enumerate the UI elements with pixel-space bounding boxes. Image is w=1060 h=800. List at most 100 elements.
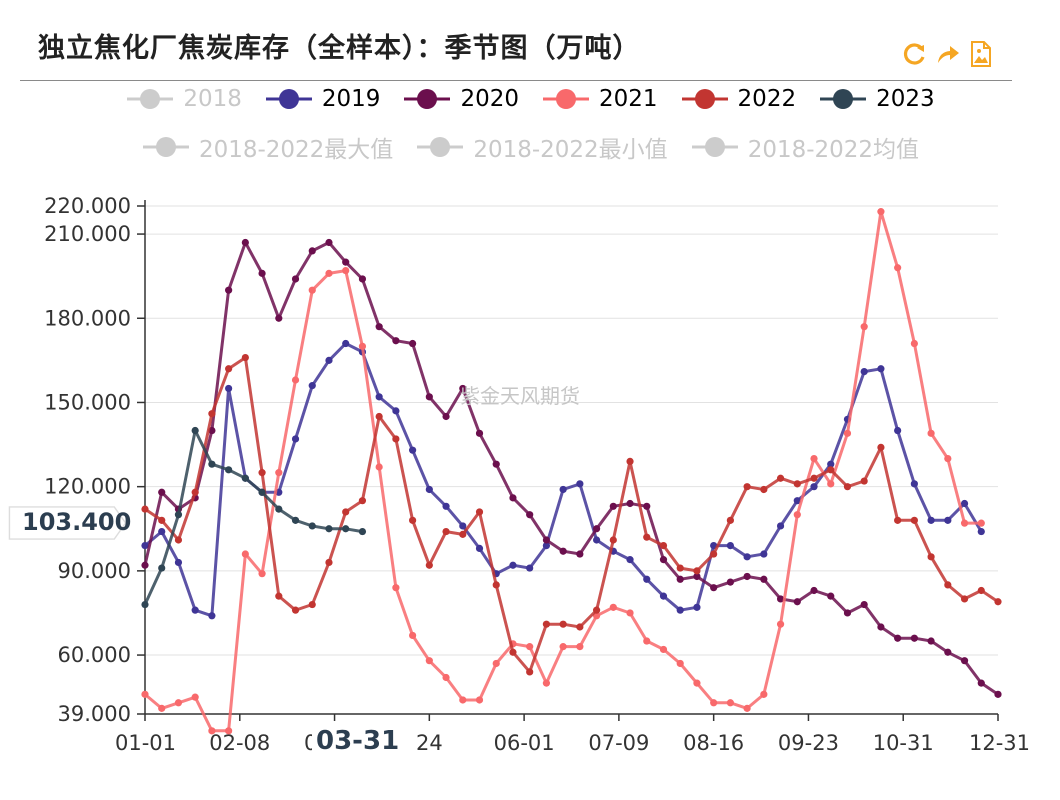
data-point-2021 [375,463,383,471]
data-point-2021 [191,693,199,701]
legend-label: 2022 [737,86,797,112]
data-point-2021 [258,570,266,578]
refresh-icon[interactable] [902,40,928,68]
data-point-2022 [592,606,601,614]
data-point-2019 [425,485,433,494]
data-point-2020 [492,460,500,468]
data-point-2019 [475,544,484,553]
data-point-2019 [542,542,551,550]
data-point-2022 [960,595,969,603]
series-2022 [141,353,1002,676]
data-point-2021 [141,690,149,698]
data-point-2019 [291,435,300,443]
save-image-icon[interactable] [968,40,994,68]
legend-item-2018-2022最小值[interactable]: 2018-2022最小值 [415,130,668,164]
data-point-2022 [375,412,383,421]
data-point-2023 [208,460,216,468]
data-point-2023 [342,525,350,533]
data-point-2020 [526,511,534,519]
data-point-2022 [291,606,300,614]
legend-item-2018[interactable]: 2018 [125,86,242,112]
data-point-2019 [626,556,634,564]
data-point-2021 [843,429,852,437]
data-point-2019 [459,522,467,530]
data-point-2020 [960,657,969,665]
data-point-2021 [643,637,651,645]
series-2023 [141,426,367,609]
data-point-2020 [910,634,918,642]
legend-swatch [820,89,867,109]
legend-item-2021[interactable]: 2021 [541,86,658,112]
axis-pointer-y-label: 103.400 [22,508,132,536]
data-point-2020 [275,314,283,322]
data-point-2021 [659,645,668,654]
legend-item-2019[interactable]: 2019 [264,86,380,112]
series-2020 [141,238,1002,698]
data-point-2022 [208,410,216,418]
data-point-2019 [659,592,668,600]
y-tick-label: 210.000 [44,222,131,246]
data-point-2023 [158,564,166,572]
data-point-2022 [693,567,701,575]
data-point-2019 [526,564,534,572]
data-point-2021 [693,679,701,687]
data-point-2021 [609,603,617,611]
legend-swatch [142,137,189,157]
data-point-2022 [676,564,684,572]
data-point-2019 [509,561,517,569]
data-point-2023 [325,525,333,533]
data-point-2021 [860,323,868,331]
data-point-2022 [827,466,835,474]
data-point-2021 [793,511,801,519]
data-point-2021 [710,699,718,707]
data-point-2021 [241,550,249,558]
legend-item-2018-2022均值[interactable]: 2018-2022均值 [690,130,919,164]
data-point-2020 [827,592,835,600]
legend-item-2023[interactable]: 2023 [818,86,935,112]
legend-item-2018-2022最大值[interactable]: 2018-2022最大值 [141,130,393,164]
data-point-2020 [342,258,350,266]
y-tick-label: 60.000 [58,643,131,667]
data-point-2020 [994,690,1002,698]
legend-item-2022[interactable]: 2022 [680,86,797,112]
data-point-2020 [392,337,400,345]
legend-label: 2018 [183,86,242,112]
data-point-2020 [542,536,551,544]
data-point-2021 [392,584,400,592]
data-point-2020 [425,393,433,401]
data-point-2021 [576,643,584,651]
data-point-2020 [225,286,233,294]
data-point-2021 [944,454,952,463]
data-point-2022 [325,558,333,567]
data-point-2022 [726,516,734,524]
legend-item-2020[interactable]: 2020 [402,86,519,112]
data-point-2021 [325,269,333,277]
series-line-2022 [144,356,999,674]
x-tick-label: 08-16 [683,731,744,755]
data-point-2019 [944,516,952,524]
data-point-2022 [526,668,534,676]
toolbox [902,40,994,68]
data-point-2021 [626,609,634,617]
legend-label: 2023 [876,86,935,112]
data-point-2021 [977,519,985,527]
data-point-2022 [810,474,818,482]
data-point-2021 [960,519,969,527]
share-icon[interactable] [935,40,961,68]
y-tick-label: 180.000 [44,306,131,330]
watermark: 紫金天风期货 [460,384,580,408]
legend-swatch [543,89,589,109]
data-point-2020 [358,275,367,283]
y-tick-label: 90.000 [58,559,131,583]
data-point-2019 [760,550,768,558]
data-point-2020 [776,595,785,603]
data-point-2019 [208,612,216,620]
data-point-2021 [827,480,835,488]
data-point-2019 [308,382,316,390]
data-point-2020 [241,238,249,247]
data-point-2021 [409,631,417,640]
data-point-2019 [643,575,651,583]
data-point-2022 [459,530,467,538]
data-point-2020 [459,384,467,393]
